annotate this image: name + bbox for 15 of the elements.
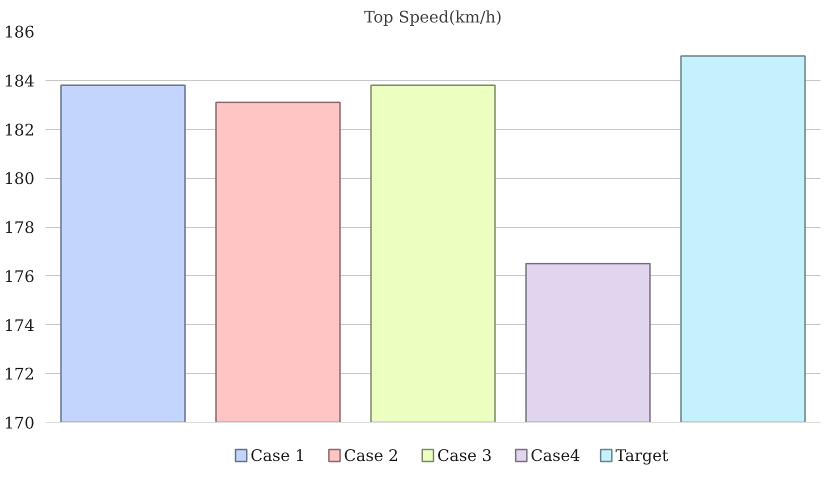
- y-tick-label: 170: [4, 414, 35, 432]
- y-tick-label: 184: [4, 71, 35, 90]
- y-tick-label: 178: [4, 218, 35, 237]
- y-tick-label: 180: [4, 169, 35, 188]
- legend-label: Target: [616, 446, 669, 465]
- y-tick-label: 186: [4, 22, 35, 42]
- legend-label: Case 1: [250, 446, 306, 465]
- y-tick-label: 182: [4, 120, 35, 140]
- y-tick-label: 176: [4, 266, 35, 286]
- legend-label: Case 3: [437, 446, 492, 465]
- legend-label: Case4: [530, 446, 580, 465]
- legend-label: Case 2: [344, 446, 399, 465]
- chart-title: Top Speed(km/h): [364, 8, 502, 26]
- y-tick-label: 174: [4, 316, 35, 335]
- y-tick-label: 172: [4, 364, 35, 384]
